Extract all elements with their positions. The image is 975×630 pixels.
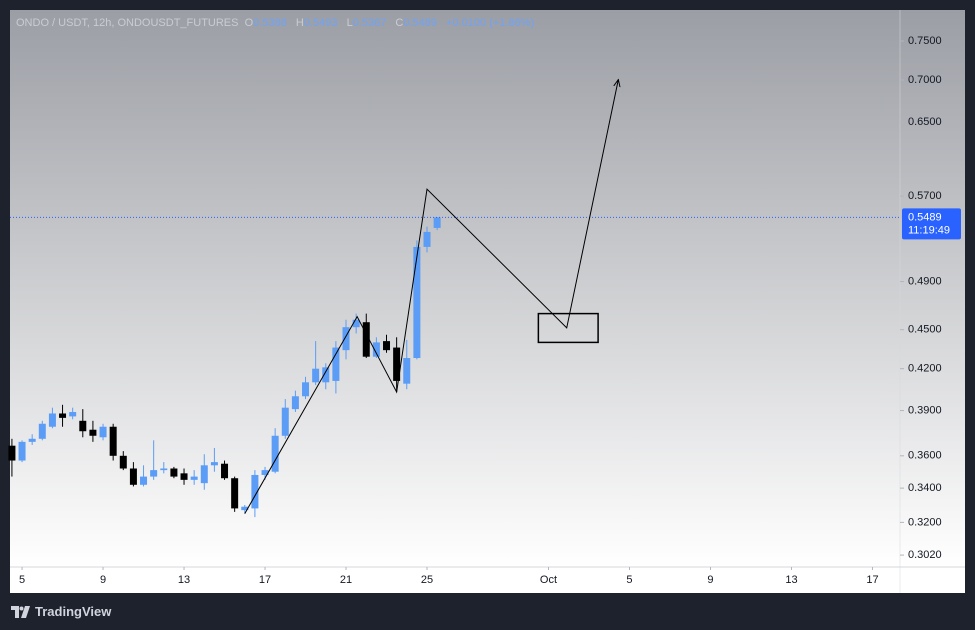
y-tick-label: 0.4500 [908,324,942,336]
candle-body [8,445,16,461]
candle-body [352,319,360,328]
candle-body [69,412,77,417]
price-tag-label: 0.5489 [908,211,942,223]
y-tick-label: 0.7000 [908,74,942,86]
candle-body [170,468,178,477]
candle-body [190,476,198,480]
candle-body [241,506,249,511]
countdown: 11:19:49 [908,224,950,236]
y-tick-label: 0.3900 [908,404,942,416]
candle-body [383,341,391,351]
low-value: 0.5367 [352,17,387,29]
price-tag [902,208,961,240]
candle-body [251,474,259,509]
high-key: H [295,17,304,29]
candle-body [79,420,87,432]
candle-body [332,347,340,381]
open-key: O [244,17,254,29]
candle-body [302,382,310,397]
candle-body [413,246,421,359]
candle-body [38,423,46,439]
candle-body [28,438,36,442]
candle-body [403,358,411,384]
y-tick-label: 0.5700 [908,190,942,202]
x-tick-label: Oct [540,574,557,586]
candle-body [48,413,56,427]
y-tick-label: 0.7500 [908,35,942,47]
open-value: 0.5388 [253,17,287,29]
candle-body [119,455,127,469]
x-tick-label: 13 [785,574,797,586]
candle-body [180,473,188,480]
close-key: C [395,17,404,29]
candle-body [342,327,350,351]
candle-body [129,468,137,485]
candle-body [372,342,380,357]
y-tick-label: 0.3020 [908,549,942,561]
candle-body [150,470,158,477]
x-tick-label: 13 [178,574,190,586]
drawing-path [244,80,619,514]
low-key: L [346,17,353,29]
candle-body [322,367,330,383]
x-tick-label: 9 [100,574,106,586]
candle-body [221,463,229,479]
time-axis-background [10,567,965,593]
x-tick-label: 5 [19,574,25,586]
candle-body [271,435,279,472]
candle-body [312,368,320,383]
candle-body [362,322,370,357]
candle-body [140,476,148,485]
candle-body [59,413,67,418]
brand-logo [11,605,30,618]
x-tick-label: 9 [707,574,713,586]
candle-body [423,231,431,247]
candle-body [109,426,117,456]
candle-body [433,217,441,228]
brand-name: TradingView [35,604,112,619]
candle-body [393,347,401,381]
y-tick-label: 0.4200 [908,363,942,375]
high-value: 0.5493 [303,17,338,29]
y-tick-label: 0.3600 [908,450,942,462]
x-tick-label: 17 [866,574,878,586]
x-tick-label: 21 [340,574,352,586]
candle-body [281,407,289,436]
candle-body [160,468,168,471]
x-tick-label: 5 [626,574,632,586]
plot-background [10,10,965,567]
candle-body [89,429,97,436]
y-tick-label: 0.6500 [908,116,942,128]
y-tick-label: 0.3200 [908,516,942,528]
candle-body [99,426,107,438]
candle-body [261,470,269,475]
candle-body [18,441,26,461]
x-tick-label: 25 [421,574,433,586]
close-value: 0.5489 [403,17,438,29]
change: +0.0100 (+1.86%) [446,17,535,29]
candle-body [291,396,299,410]
x-tick-label: 17 [259,574,271,586]
candle-body [210,462,218,466]
y-tick-label: 0.3400 [908,482,942,494]
drawing-box [537,312,599,344]
candle-body [231,478,239,509]
symbol: ONDO / USDT, 12h, ONDOUSDT_FUTURES [16,17,239,29]
candle-body [200,465,208,484]
y-tick-label: 0.4900 [908,275,942,287]
legend: ONDO / USDT, 12h, ONDOUSDT_FUTURES O0.53… [16,17,540,29]
brand: TradingView [11,604,111,619]
